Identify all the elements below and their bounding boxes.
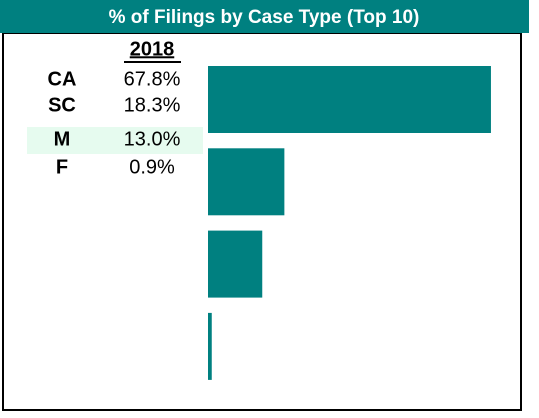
category-label: SC xyxy=(48,94,76,116)
value-label: 13.0% xyxy=(124,128,181,150)
category-label: M xyxy=(54,128,71,150)
row-highlight xyxy=(27,127,203,154)
value-label: 67.8% xyxy=(124,68,181,90)
column-header: 2018 xyxy=(130,38,175,60)
bar xyxy=(208,230,263,298)
title-bar xyxy=(0,0,529,33)
bar xyxy=(208,66,491,133)
chart-title: % of Filings by Case Type (Top 10) xyxy=(109,7,420,28)
category-label: F xyxy=(56,156,68,178)
bar xyxy=(208,148,285,216)
value-label: 18.3% xyxy=(124,94,181,116)
value-label: 0.9% xyxy=(129,156,175,178)
bar xyxy=(208,312,212,380)
category-label: CA xyxy=(48,68,77,90)
